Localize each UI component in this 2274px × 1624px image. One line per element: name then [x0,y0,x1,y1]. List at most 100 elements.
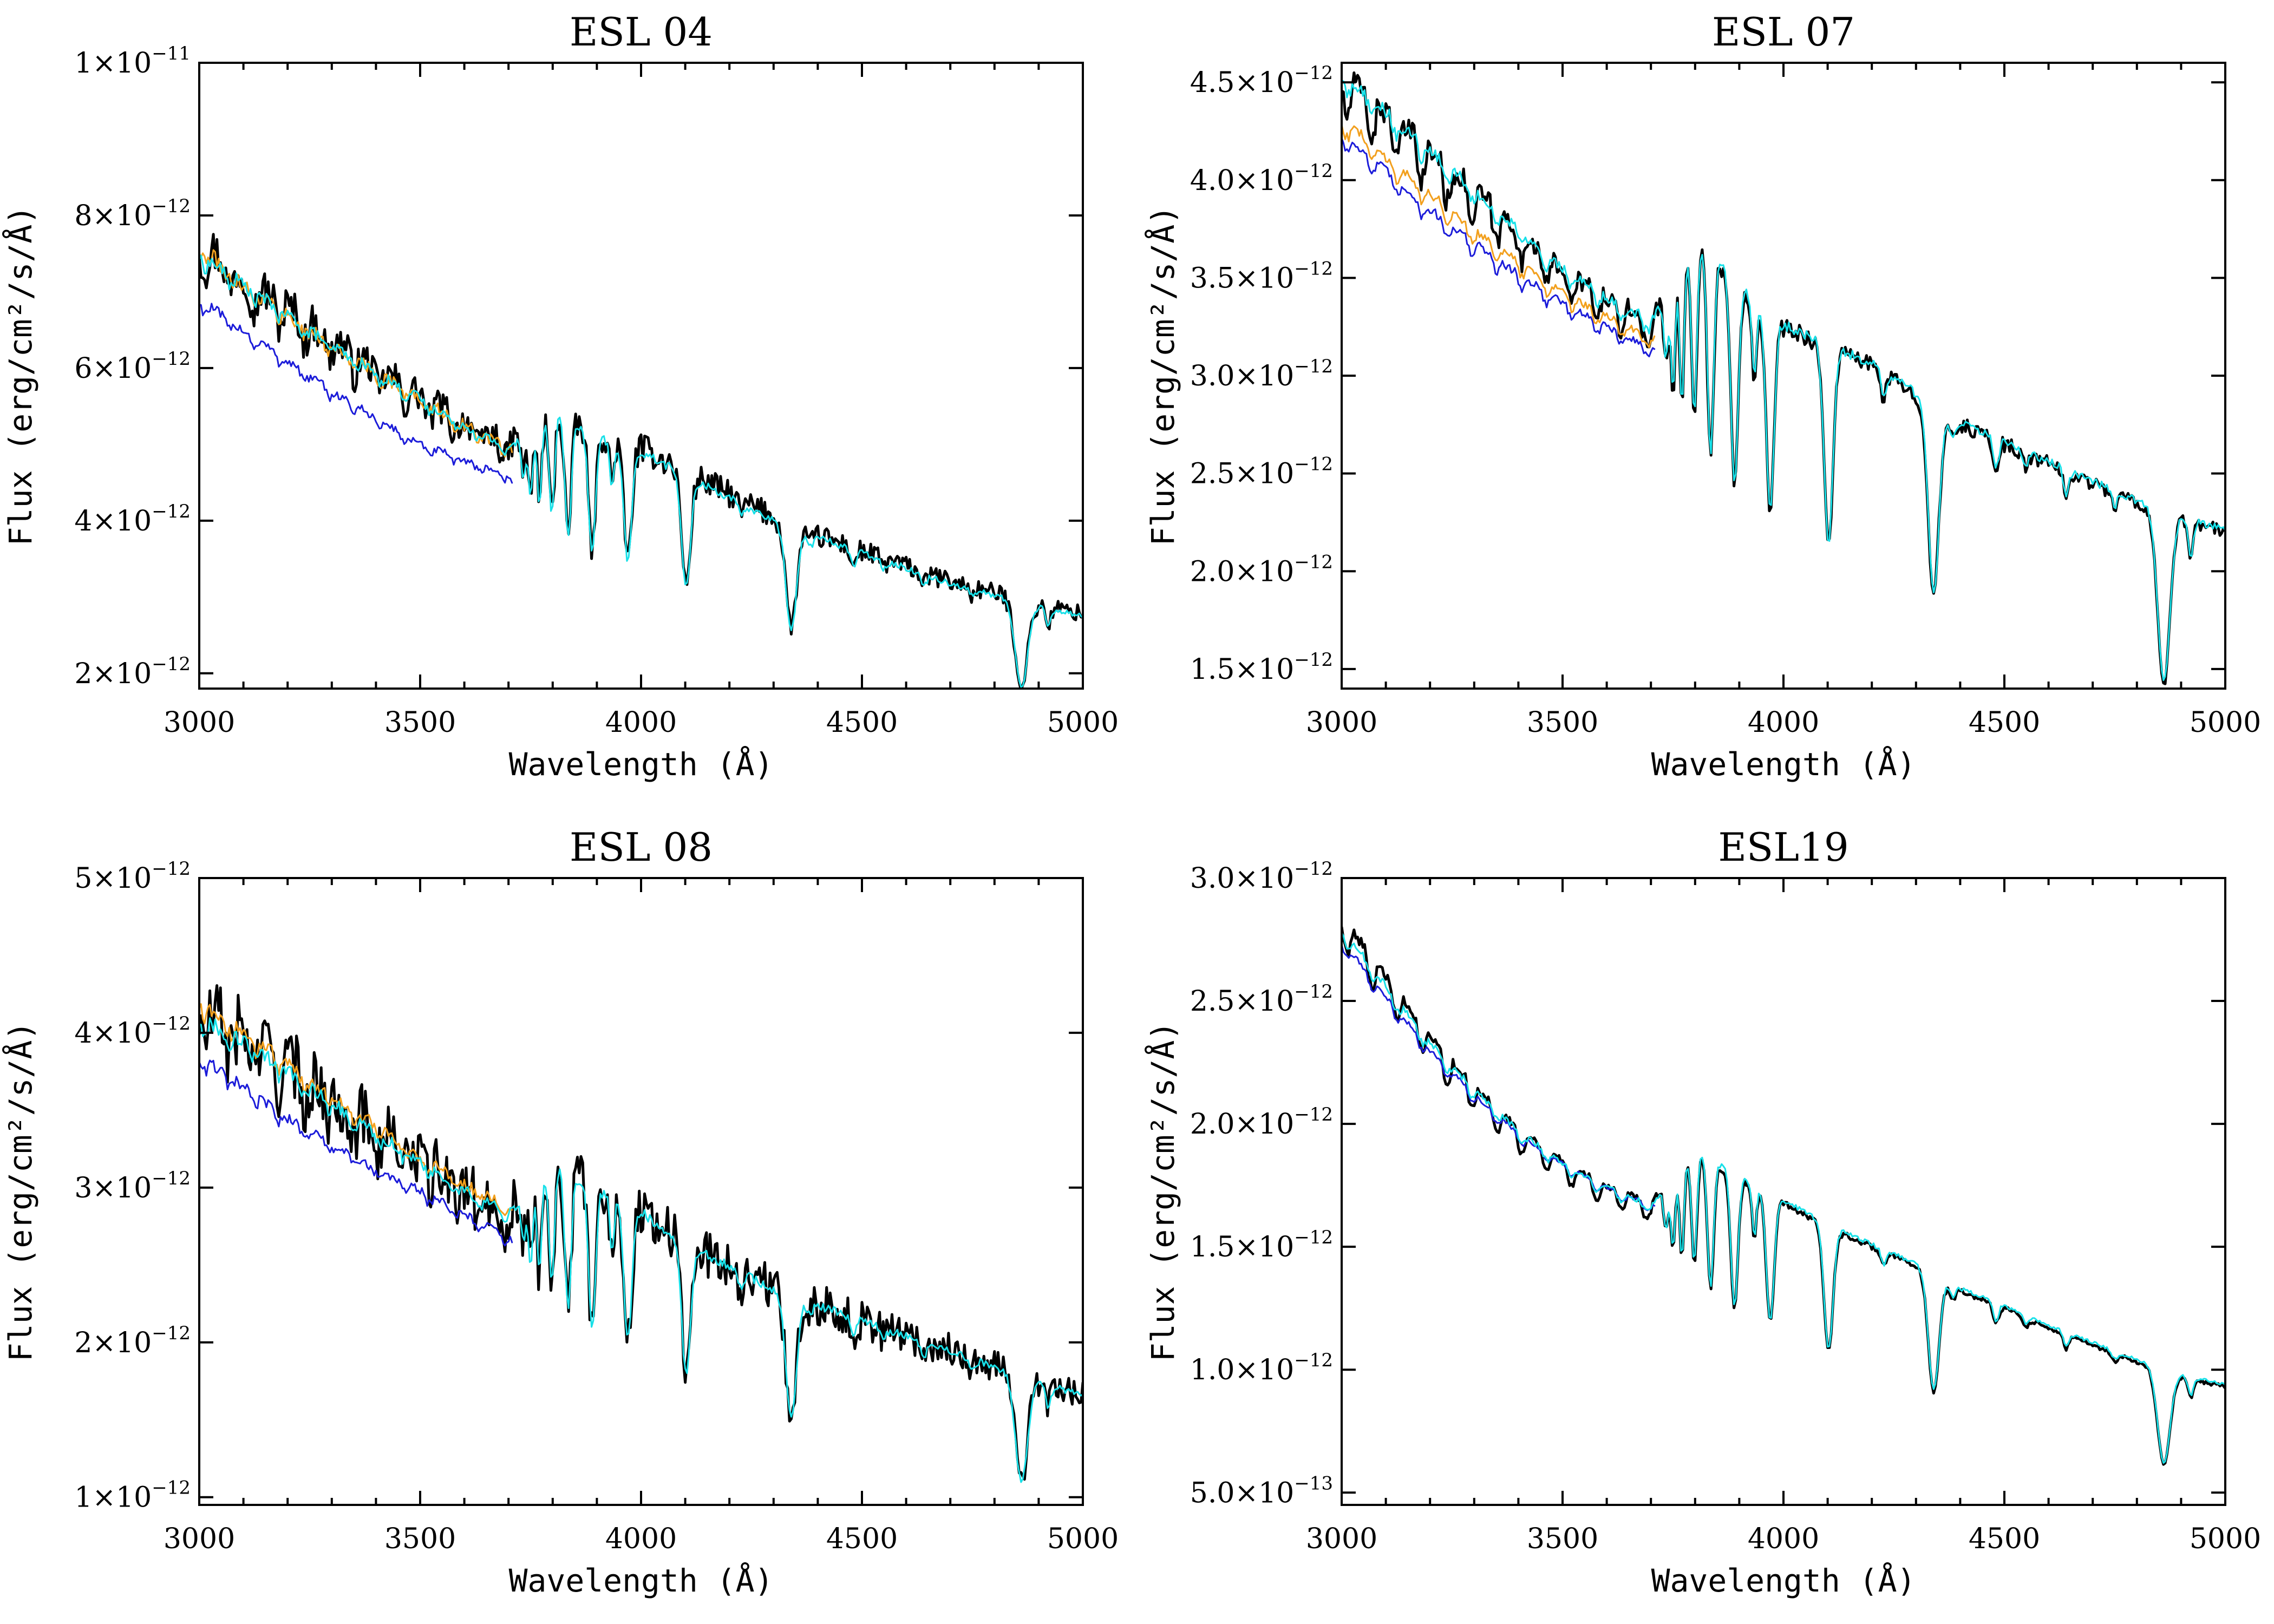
y-tick-mantissa: 5×10 [74,862,152,895]
y-tick-label: 5×10−12 [74,858,191,895]
x-tick-label: 3500 [384,1523,456,1555]
y-tick-exponent: −12 [152,1013,191,1034]
y-tick-mantissa: 4×10 [74,1017,152,1050]
y-tick-exponent: −12 [152,195,191,217]
y-tick-label: 4×10−12 [74,501,191,538]
series-group [1342,71,2225,685]
x-axis-label: Wavelength (Å) [509,1562,774,1599]
y-tick-exponent: −12 [152,858,191,880]
y-tick-mantissa: 1×10 [74,47,152,80]
series-observed [199,233,1083,689]
y-tick-label: 3.0×10−12 [1190,356,1333,392]
chart-panel-2: 3000 3500 4000 4500 50001.5×10−122.0×10−122.… [1144,9,2261,783]
y-tick-label: 1×10−12 [74,1477,191,1514]
x-tick-label: 3000 [1306,1523,1377,1555]
y-tick-exponent: −13 [1294,1472,1333,1494]
x-tick-label: 4500 [1969,706,2040,739]
x-tick-label: 3000 [1306,706,1377,739]
y-tick-exponent: −12 [152,1477,191,1499]
y-tick-exponent: −12 [152,653,191,675]
y-axis-label: Flux (erg/cm²/s/Å) [2,1021,39,1362]
chart-title: ESL 08 [570,824,713,870]
series-model-orange [1342,123,1656,349]
y-tick-mantissa: 1.5×10 [1190,1231,1294,1263]
series-model-cyan [199,1017,1083,1483]
y-tick-exponent: −12 [1294,454,1333,475]
x-axis-label: Wavelength (Å) [1651,1562,1916,1599]
y-tick-mantissa: 3.0×10 [1190,360,1294,392]
y-tick-exponent: −12 [152,1322,191,1344]
y-tick-mantissa: 4×10 [74,505,152,538]
chart-title: ESL19 [1718,824,1848,870]
x-tick-label: 5000 [1047,706,1119,739]
plot-frame [1341,62,2226,690]
plot-frame [1341,877,2226,1506]
y-tick-label: 2.5×10−12 [1190,454,1333,490]
series-model-cyan [199,254,1083,688]
y-tick-mantissa: 2×10 [74,658,152,690]
x-axis-label: Wavelength (Å) [1651,745,1916,783]
x-tick-label: 5000 [1047,1523,1119,1555]
y-tick-label: 4.5×10−12 [1190,62,1333,99]
y-tick-mantissa: 3×10 [74,1172,152,1204]
y-tick-label: 2.0×10−12 [1190,551,1333,588]
x-tick-label: 3500 [1527,706,1598,739]
x-tick-label: 4500 [1969,1523,2040,1555]
y-tick-mantissa: 2.5×10 [1190,458,1294,490]
y-tick-label: 2.0×10−12 [1190,1104,1333,1141]
y-tick-exponent: −12 [152,501,191,522]
y-tick-exponent: −12 [1294,160,1333,182]
y-tick-label: 5.0×10−13 [1190,1472,1333,1509]
x-tick-label: 4000 [605,1523,677,1555]
plot-frame [198,62,1084,690]
y-tick-mantissa: 2×10 [74,1327,152,1359]
series-observed [199,984,1083,1481]
series-model-orange [199,1003,513,1216]
y-tick-mantissa: 4.0×10 [1190,165,1294,197]
y-tick-label: 1.5×10−12 [1190,1227,1333,1263]
x-tick-label: 5000 [2190,706,2261,739]
y-tick-label: 4×10−12 [74,1013,191,1050]
y-tick-mantissa: 2.0×10 [1190,1108,1294,1141]
x-tick-label: 4000 [1748,706,1819,739]
y-tick-label: 6×10−12 [74,348,191,385]
y-axis-label: Flux (erg/cm²/s/Å) [1144,1021,1181,1362]
x-tick-label: 4500 [826,1523,898,1555]
y-tick-exponent: −12 [1294,258,1333,279]
series-group [1342,926,2225,1466]
y-tick-mantissa: 2.0×10 [1190,555,1294,588]
y-tick-mantissa: 8×10 [74,200,152,232]
y-tick-label: 2×10−12 [74,1322,191,1359]
y-tick-label: 1.5×10−12 [1190,649,1333,686]
series-group [199,984,1083,1483]
x-tick-label: 4000 [605,706,677,739]
y-tick-exponent: −12 [1294,1227,1333,1248]
y-tick-mantissa: 5.0×10 [1190,1477,1294,1509]
y-tick-label: 3.0×10−12 [1190,858,1333,895]
x-tick-label: 3000 [164,706,235,739]
y-axis-label: Flux (erg/cm²/s/Å) [2,206,39,546]
y-tick-mantissa: 3.5×10 [1190,262,1294,294]
x-axis-label: Wavelength (Å) [509,745,774,783]
series-model-blue [199,303,513,484]
y-tick-label: 1×10−11 [74,43,191,80]
x-tick-label: 5000 [2190,1523,2261,1555]
chart-title: ESL 07 [1712,9,1855,55]
y-tick-mantissa: 4.5×10 [1190,67,1294,99]
x-tick-label: 4500 [826,706,898,739]
chart-panel-1: 3000 3500 4000 4500 50002×10−124×10−126×10−1… [2,9,1119,783]
y-tick-mantissa: 3.0×10 [1190,862,1294,895]
y-tick-label: 3.5×10−12 [1190,258,1333,294]
y-tick-exponent: −12 [1294,858,1333,880]
chart-title: ESL 04 [570,9,713,55]
y-tick-label: 1.0×10−12 [1190,1350,1333,1386]
y-tick-mantissa: 1×10 [74,1482,152,1514]
y-tick-label: 8×10−12 [74,195,191,232]
series-model-cyan [1342,80,2225,682]
chart-panel-3: 3000 3500 4000 4500 50001×10−122×10−123×10−1… [2,824,1119,1599]
chart-panel-4: 3000 3500 4000 4500 50005.0×10−131.0×10−121.… [1144,824,2261,1599]
y-tick-exponent: −12 [1294,356,1333,377]
x-tick-label: 3500 [384,706,456,739]
y-tick-exponent: −12 [1294,1350,1333,1371]
